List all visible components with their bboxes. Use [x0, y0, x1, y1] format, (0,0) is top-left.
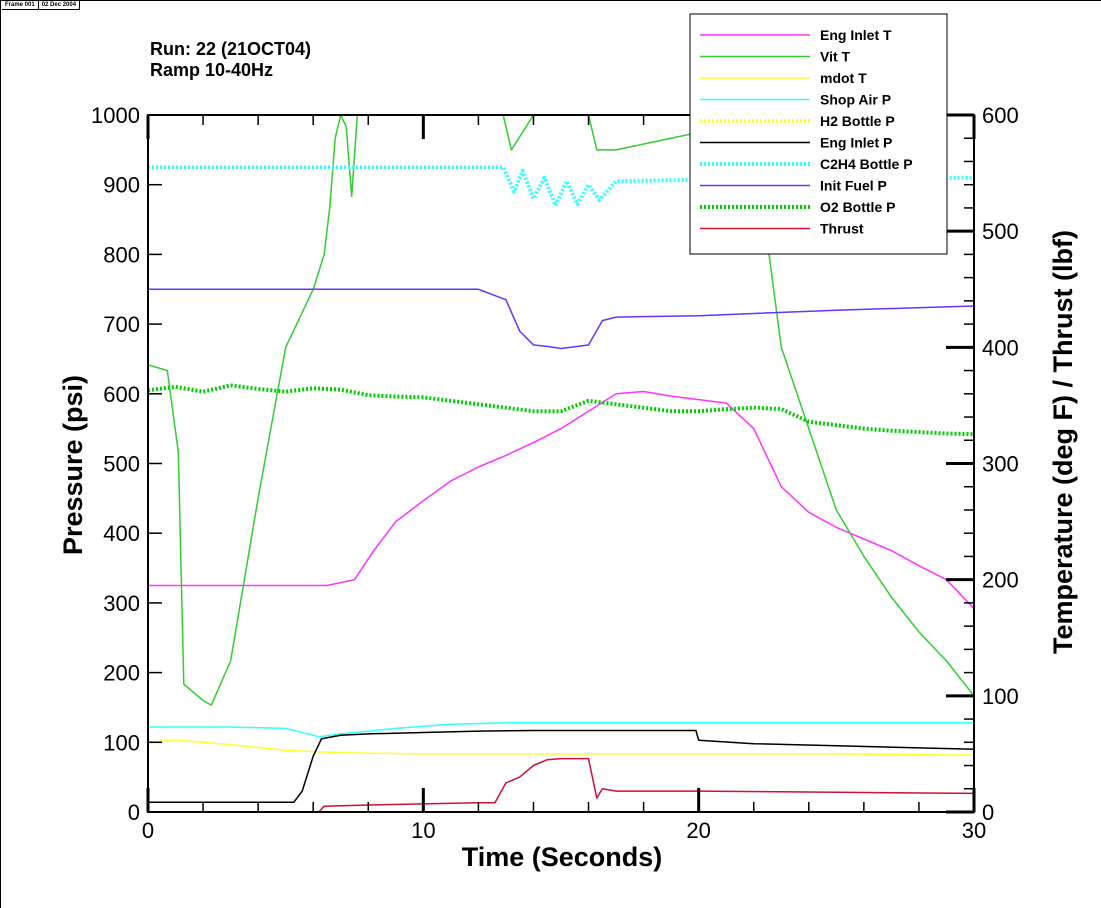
legend-label-eng-inlet-p: Eng Inlet P [820, 135, 892, 151]
y-tick-label: 600 [103, 382, 140, 407]
y2-tick-label: 0 [982, 800, 994, 825]
y2-tick-label: 600 [982, 103, 1019, 128]
axes-layer: 0 10 20 30010020030040050060070080090010000… [91, 103, 1019, 843]
series-shop-air-p-line [148, 722, 974, 738]
legend-label-mdot-t: mdot T [820, 70, 867, 86]
series-o2-bottle-p-line [147, 383, 975, 437]
x-axis-title: Time (Seconds) [462, 842, 663, 872]
legend-label-thrust: Thrust [820, 221, 864, 237]
y-tick-label: 200 [103, 661, 140, 686]
legend-label-h2-bottle-p: H2 Bottle P [820, 113, 895, 129]
y-tick-label: 800 [103, 242, 140, 267]
legend-label-eng-inlet-t: Eng Inlet T [820, 27, 892, 43]
x-tick-label: 0 [142, 818, 154, 843]
frame-label: Frame 001 [2, 1, 39, 10]
y2-tick-label: 300 [982, 452, 1019, 477]
y-tick-label: 1000 [91, 103, 140, 128]
y2-tick-label: 400 [982, 335, 1019, 360]
y-tick-label: 0 [128, 800, 140, 825]
y-axis-title: Pressure (psi) [58, 375, 88, 555]
x-tick-label: 20 [686, 818, 710, 843]
frame-tag: Frame 001 02 Dec 2004 [2, 1, 81, 10]
y-tick-label: 900 [103, 173, 140, 198]
legend-label-vit-t: Vit T [820, 49, 851, 65]
legend: Eng Inlet T Vit T mdot T Shop Air P H2 Bottl… [689, 13, 948, 255]
y2-tick-label: 200 [982, 568, 1019, 593]
legend-label-o2-bottle-p: O2 Bottle P [820, 199, 895, 215]
x-tick-label: 10 [411, 818, 435, 843]
legend-label-shop-air-p: Shop Air P [820, 92, 891, 108]
series-init-fuel-p-line [148, 288, 975, 350]
run-title: Run: 22 (21OCT04) [150, 39, 311, 59]
series-eng-inlet-p-line [148, 729, 975, 803]
x-tick-label: 30 [962, 818, 986, 843]
y-tick-label: 400 [103, 521, 140, 546]
series-mdot-t-line [147, 739, 975, 756]
y2-axis-title: Temperature (deg F) / Thrust (lbf) [1048, 230, 1078, 654]
y2-tick-label: 500 [982, 219, 1019, 244]
y-tick-label: 700 [103, 312, 140, 337]
legend-box [689, 13, 948, 255]
legend-label-c2h4-bottle-p: C2H4 Bottle P [820, 156, 913, 172]
y2-tick-label: 100 [982, 684, 1019, 709]
y-tick-label: 300 [103, 591, 140, 616]
series-thrust-line [148, 757, 975, 813]
y-tick-label: 500 [103, 452, 140, 477]
date-label: 02 Dec 2004 [38, 1, 81, 10]
y-tick-label: 100 [103, 730, 140, 755]
legend-label-init-fuel-p: Init Fuel P [820, 178, 887, 194]
run-subtitle: Ramp 10-40Hz [150, 60, 273, 80]
series-c2h4-bottle-p-line [148, 165, 975, 208]
